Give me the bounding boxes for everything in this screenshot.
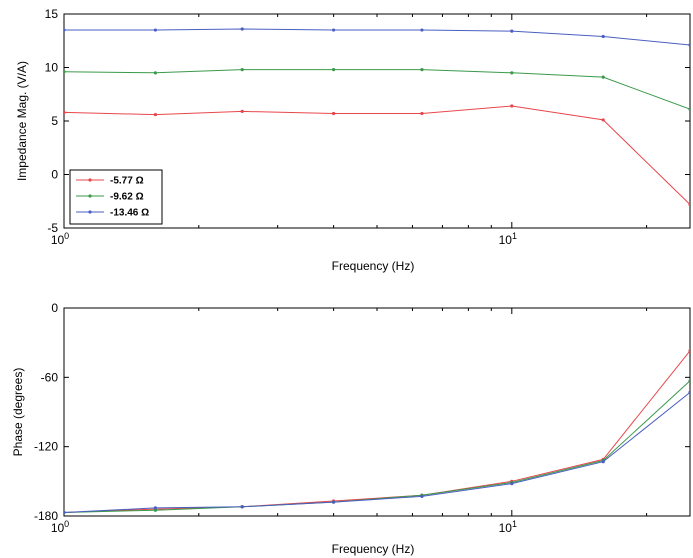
data-point (510, 104, 514, 108)
data-point (601, 118, 605, 122)
data-point (332, 111, 336, 116)
y-tick-label: -120 (34, 440, 58, 454)
legend-marker (88, 194, 92, 198)
x-axis-label: Frequency (Hz) (332, 542, 415, 556)
data-point (153, 71, 158, 75)
data-point (688, 390, 690, 394)
legend-entry: -13.46 Ω (110, 208, 149, 219)
data-point (420, 28, 424, 32)
data-point (153, 506, 158, 510)
data-point (153, 28, 158, 32)
data-point (240, 68, 244, 72)
y-tick-label: 15 (45, 7, 59, 21)
y-tick-label: -5 (47, 221, 58, 235)
y-tick-label: 5 (51, 114, 58, 128)
data-point (420, 494, 424, 498)
data-point (688, 43, 690, 47)
data-point (332, 68, 336, 72)
data-point (510, 71, 514, 75)
legend-marker (88, 210, 92, 214)
data-point (240, 27, 244, 31)
data-point (510, 29, 514, 33)
series-line-2 (64, 69, 690, 110)
y-tick-label: 0 (51, 301, 58, 315)
data-point (688, 107, 690, 111)
data-point (601, 34, 605, 39)
data-point (601, 460, 605, 464)
data-point (688, 349, 690, 353)
data-point (153, 508, 158, 512)
data-point (64, 70, 66, 74)
x-tick-label: 101 (499, 231, 517, 247)
series-group (64, 27, 690, 207)
y-tick-label: 0 (51, 168, 58, 182)
y-axis-label: Impedance Mag. (V/A) (15, 61, 29, 181)
y-axis-label: Phase (degrees) (11, 368, 25, 457)
data-point (510, 482, 514, 486)
series-line-2 (64, 380, 690, 513)
data-point (420, 111, 424, 116)
data-point (332, 500, 336, 504)
legend-entry: -9.62 Ω (110, 192, 144, 203)
legend-entry: -5.77 Ω (110, 176, 144, 187)
series-group (64, 349, 690, 515)
data-point (64, 510, 66, 515)
series-line-1 (64, 105, 690, 205)
plot-frame (63, 13, 691, 229)
y-tick-label: -180 (34, 509, 58, 523)
data-point (64, 28, 66, 32)
data-point (332, 28, 336, 32)
x-axis-label: Frequency (Hz) (332, 259, 415, 273)
series-line-3 (64, 28, 690, 46)
series-line-1 (64, 350, 690, 513)
y-tick-label: 10 (45, 61, 59, 75)
data-point (240, 109, 244, 113)
legend: -5.77 Ω -9.62 Ω -13.46 Ω (69, 169, 163, 225)
data-point (153, 112, 158, 117)
data-point (601, 75, 605, 79)
y-tick-label: -60 (41, 370, 59, 384)
data-point (688, 379, 690, 383)
data-point (64, 110, 66, 115)
legend-marker (88, 178, 92, 182)
data-point (240, 505, 244, 509)
data-point (420, 68, 424, 72)
legend-box (69, 169, 163, 225)
series-line-3 (64, 392, 690, 513)
data-point (688, 202, 690, 207)
plot-frame (63, 307, 691, 517)
x-tick-label: 101 (499, 519, 517, 535)
